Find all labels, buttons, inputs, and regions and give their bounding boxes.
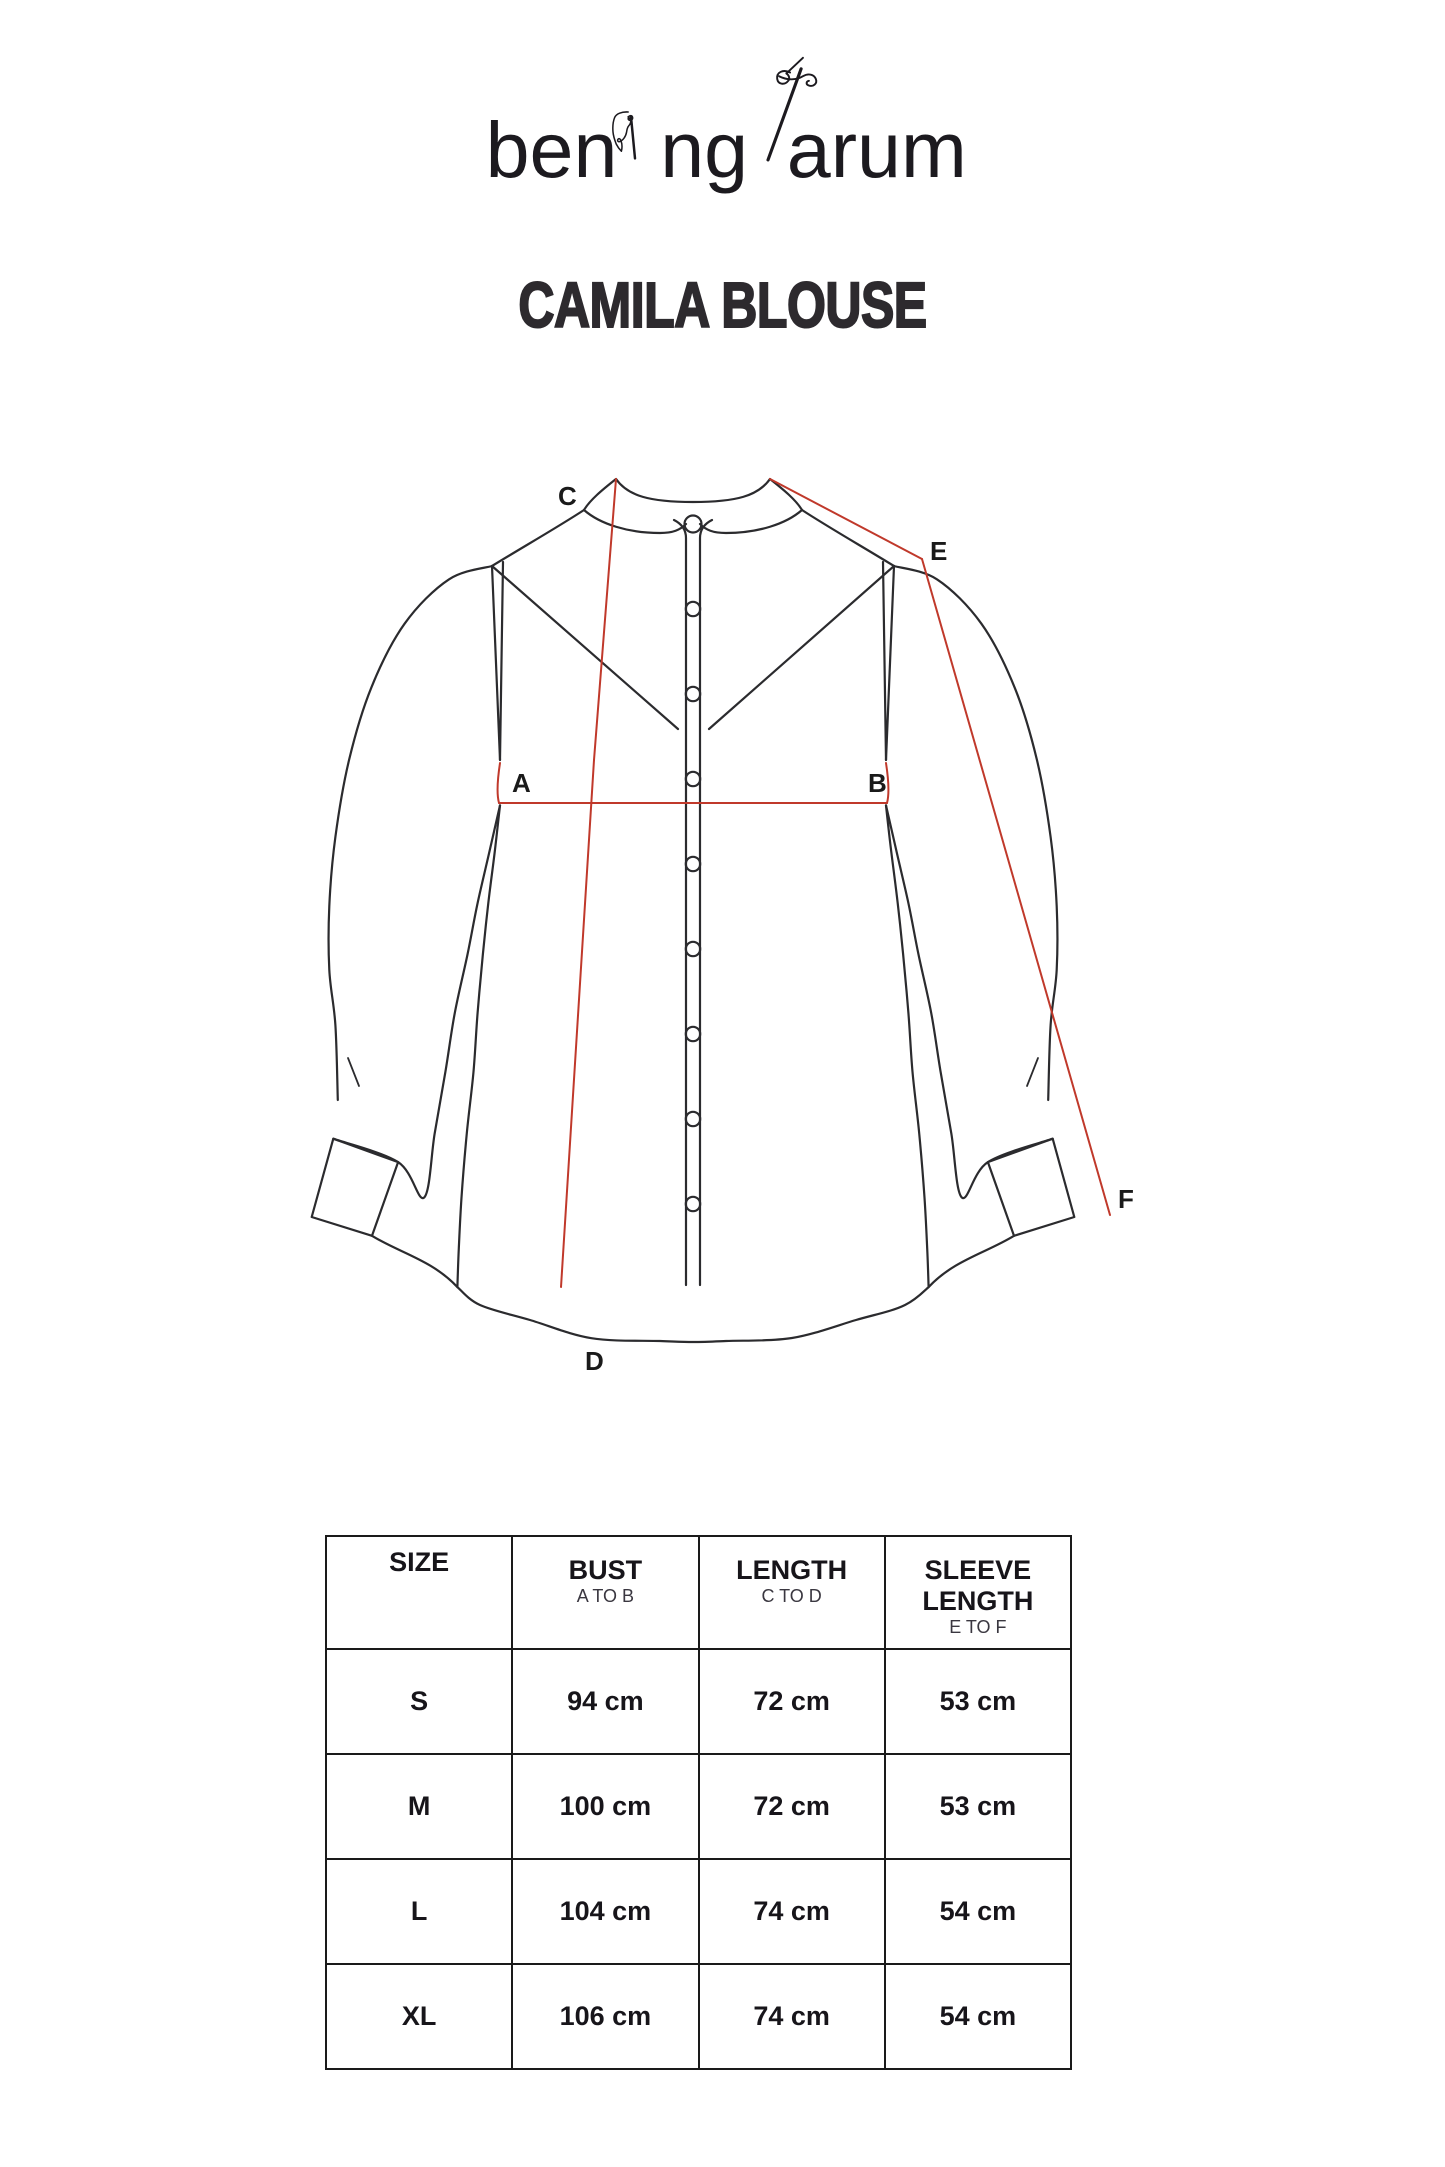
svg-text:ng: ng: [660, 105, 748, 194]
svg-text:E: E: [930, 536, 947, 566]
svg-text:A: A: [512, 768, 531, 798]
svg-text:D: D: [585, 1346, 604, 1376]
svg-text:arum: arum: [787, 105, 967, 194]
svg-text:ben: ben: [486, 105, 618, 194]
svg-text:B: B: [868, 768, 887, 798]
svg-text:F: F: [1118, 1184, 1134, 1214]
svg-text:C: C: [558, 481, 577, 511]
